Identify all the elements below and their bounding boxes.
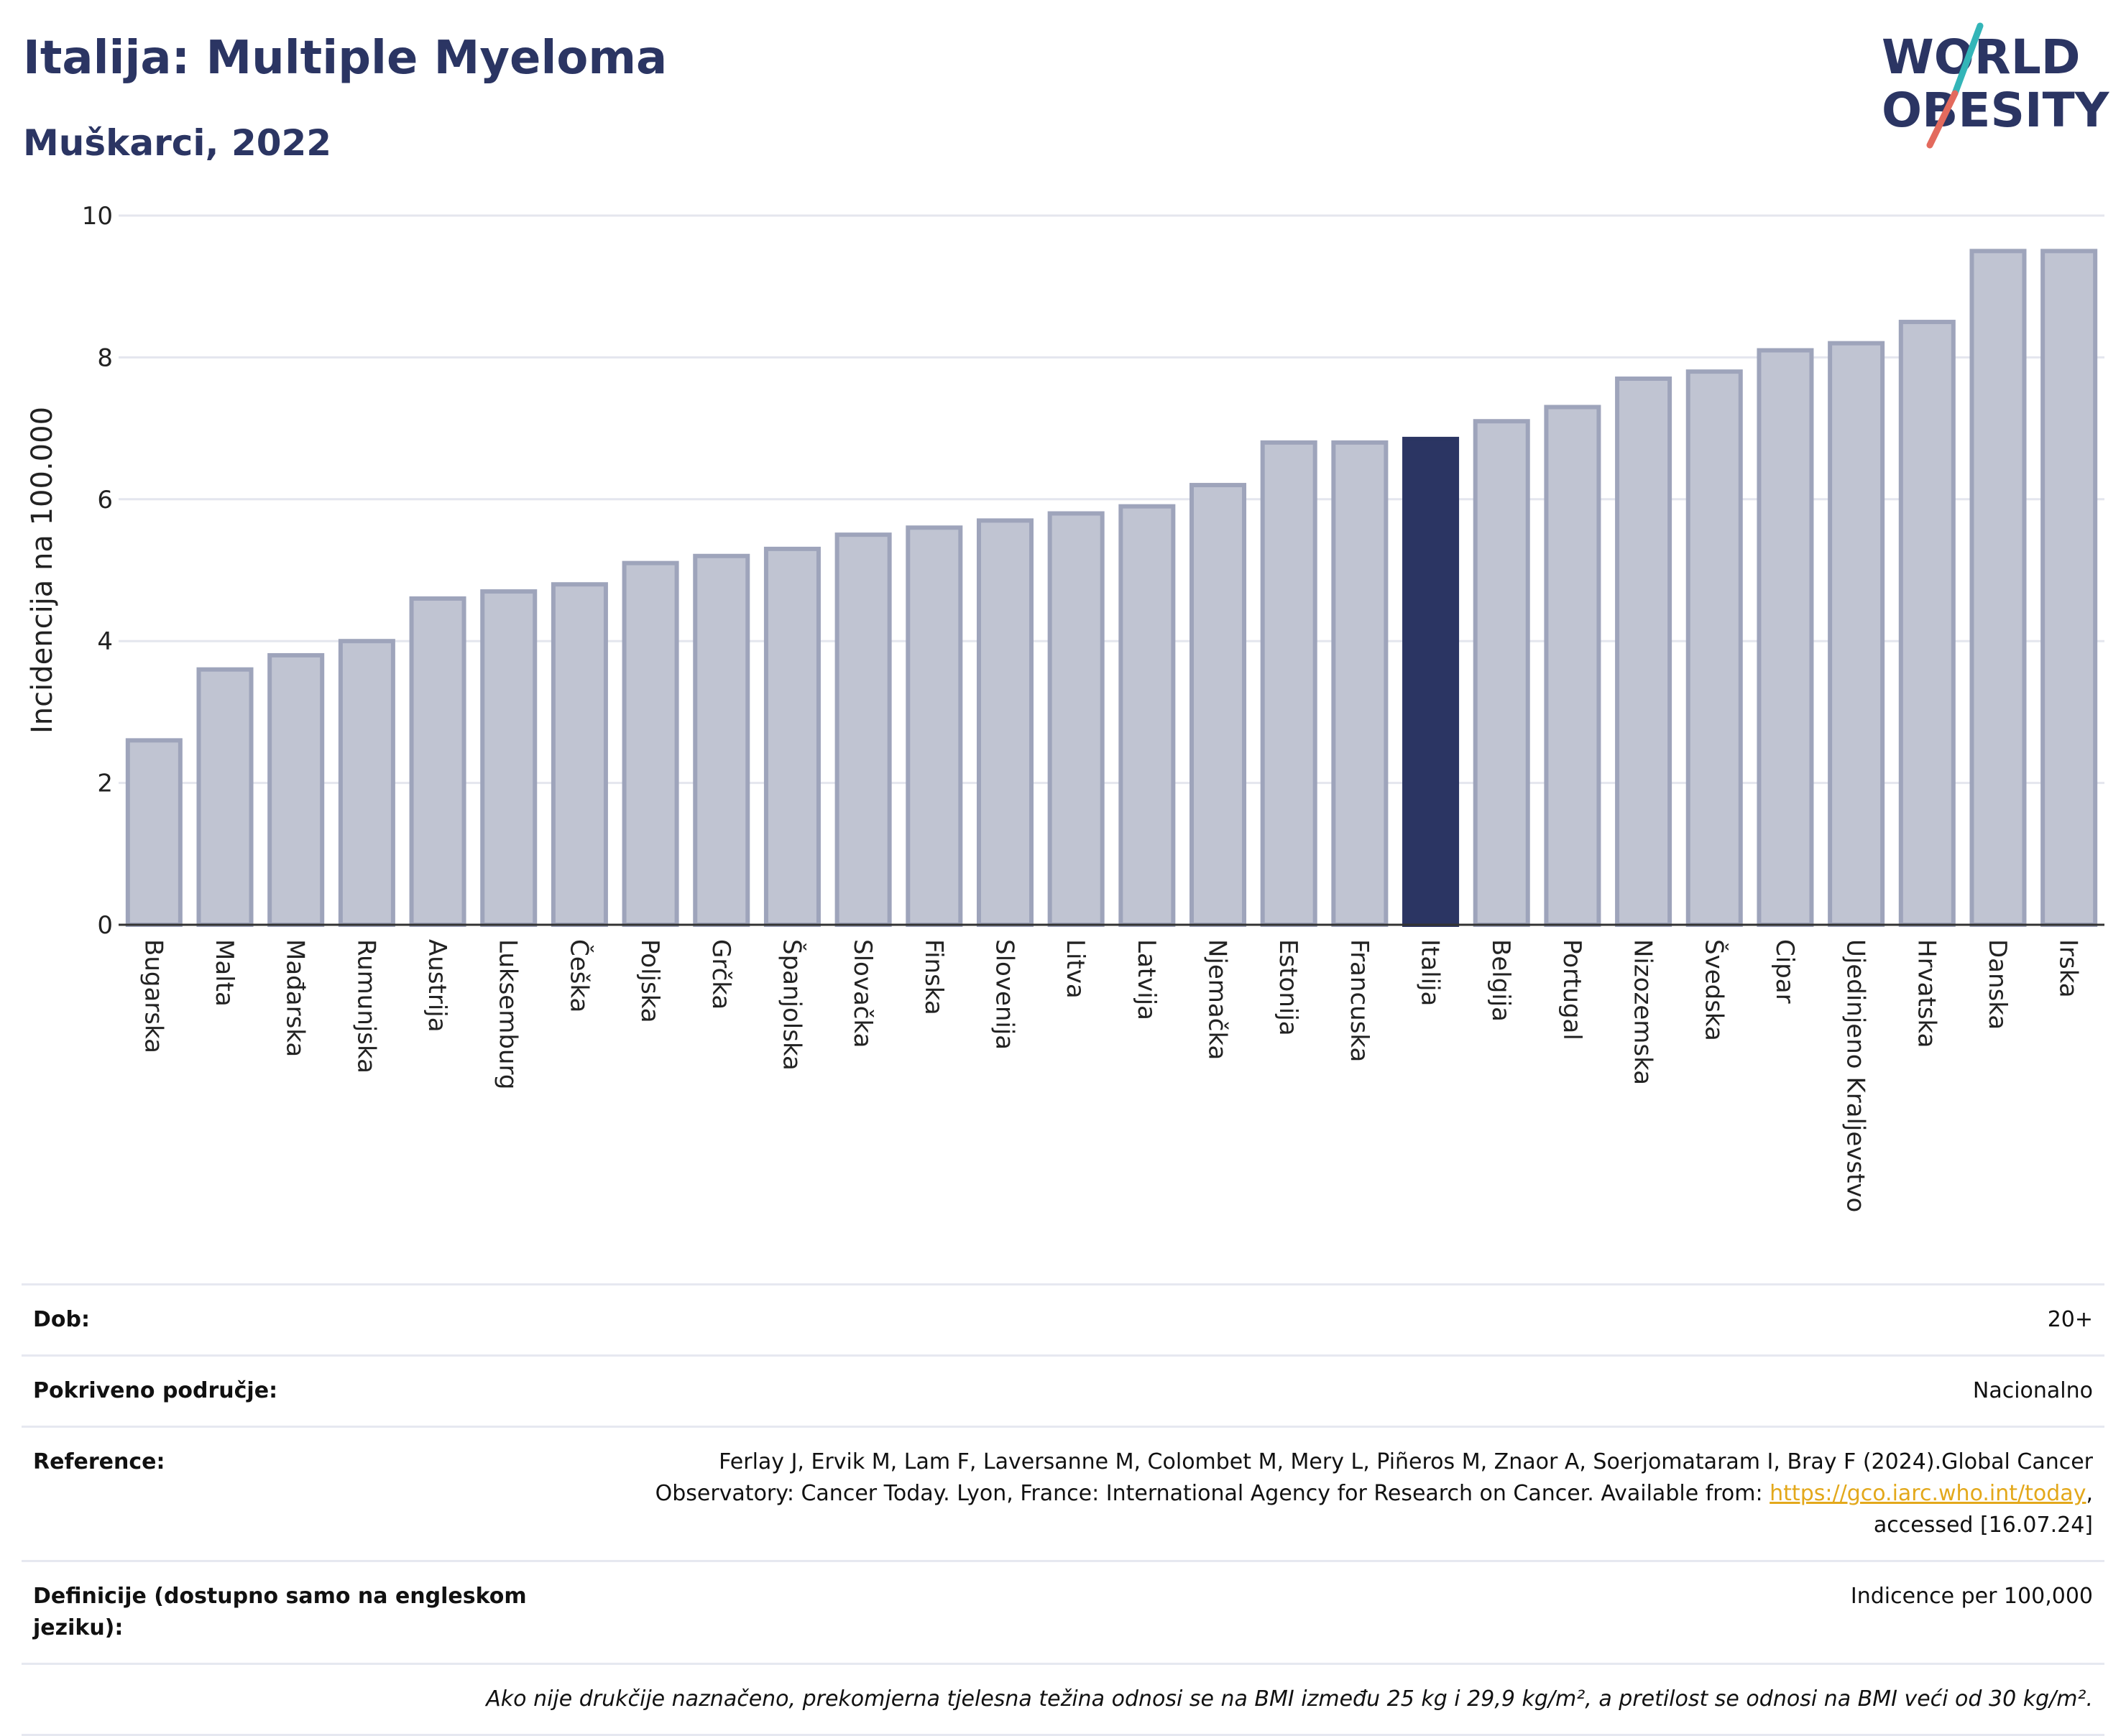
- logo-world-text: WORLD: [1882, 29, 2081, 85]
- info-row-age: Dob: 20+: [22, 1283, 2104, 1354]
- bar: [976, 518, 1034, 928]
- bar: [1189, 483, 1247, 927]
- page-subtitle: Muškarci, 2022: [23, 122, 332, 164]
- y-tick-label: 0: [97, 911, 113, 940]
- x-tick-label: Luksemburg: [494, 939, 523, 1089]
- age-value: 20+: [2047, 1307, 2093, 1332]
- bar: [1544, 405, 1601, 927]
- definitions-value: Indicence per 100,000: [1850, 1584, 2093, 1609]
- bar: [834, 532, 892, 927]
- x-tick-label: Bugarska: [139, 939, 167, 1053]
- x-tick-label: Estonija: [1274, 939, 1302, 1036]
- x-tick-label: Austrija: [423, 939, 451, 1033]
- x-tick-label: Belgija: [1486, 939, 1515, 1022]
- bar: [1473, 419, 1530, 928]
- y-tick-label: 2: [97, 770, 113, 798]
- area-label: Pokriveno područje:: [33, 1378, 278, 1403]
- logo-slash-coral: [1926, 90, 1959, 149]
- bar: [267, 652, 325, 927]
- x-tick-label: Nizozemska: [1629, 939, 1657, 1085]
- info-table: Dob: 20+ Pokriveno područje: Nacionalno …: [22, 1283, 2104, 1736]
- x-tick-label: Švedska: [1699, 939, 1729, 1041]
- reference-link[interactable]: https://gco.iarc.who.int/today: [1770, 1481, 2086, 1506]
- x-tick-label: Češka: [564, 939, 594, 1012]
- x-tick-label: Cipar: [1770, 939, 1799, 1004]
- x-tick-label: Portugal: [1557, 939, 1586, 1040]
- definitions-label: Definicije (dostupno samo na engleskom j…: [33, 1584, 527, 1640]
- bar: [906, 525, 963, 927]
- x-tick-label: Slovačka: [848, 939, 877, 1048]
- page-title: Italija: Multiple Myeloma: [23, 32, 668, 85]
- x-tick-label: Rumunjska: [351, 939, 380, 1074]
- age-label: Dob:: [33, 1307, 90, 1332]
- bmi-note: Ako nije drukčije naznačeno, prekomjerna…: [22, 1663, 2104, 1736]
- x-tick-label: Latvija: [1132, 939, 1161, 1020]
- x-tick-label: Francuska: [1345, 939, 1373, 1062]
- bar: [1402, 436, 1460, 927]
- bar: [693, 553, 750, 927]
- reference-text-4: accessed [16.07.24]: [1873, 1513, 2093, 1538]
- bar: [763, 546, 821, 927]
- x-tick-label: Danska: [1983, 939, 2012, 1030]
- bar: [1118, 504, 1176, 928]
- bar: [622, 560, 679, 927]
- x-tick-label: Malta: [210, 939, 239, 1007]
- y-tick-label: 4: [97, 627, 113, 656]
- x-tick-label: Ujedinjeno Kraljevstvo: [1841, 939, 1870, 1212]
- bar: [551, 582, 608, 927]
- logo-slash-teal: [1951, 22, 1984, 97]
- info-row-definitions: Definicije (dostupno samo na engleskom j…: [22, 1560, 2104, 1663]
- y-tick-label: 10: [82, 202, 113, 231]
- chart-area: 0 2 4 6 8 10 Incidencija na 100.000 Bugarska Mal…: [0, 180, 2126, 1272]
- bar: [1685, 369, 1743, 927]
- x-tick-label: Njemačka: [1203, 939, 1232, 1060]
- y-tick-label: 6: [97, 486, 113, 514]
- bar: [480, 589, 538, 927]
- logo-obesity-text: OBESITY: [1882, 83, 2110, 138]
- bar: [1898, 320, 1956, 928]
- x-tick-label: Irska: [2054, 939, 2083, 998]
- x-tick-label: Slovenija: [990, 939, 1018, 1050]
- y-tick-label: 8: [97, 343, 113, 372]
- bar: [1615, 377, 1672, 927]
- x-tick-label: Litva: [1061, 939, 1090, 999]
- bar: [196, 667, 254, 927]
- bar: [125, 738, 183, 927]
- bar: [1828, 341, 1885, 928]
- bar: [1331, 440, 1389, 927]
- world-obesity-logo: WORLD OBESITY: [1882, 22, 2110, 149]
- bar: [1969, 249, 2027, 928]
- x-tick-label: Hrvatska: [1912, 939, 1941, 1048]
- bar: [2040, 249, 2098, 928]
- info-row-reference: Reference: Ferlay J, Ervik M, Lam F, Lav…: [22, 1426, 2104, 1560]
- reference-text-2: Observatory: Cancer Today. Lyon, France:…: [655, 1481, 1763, 1506]
- bar: [409, 596, 466, 927]
- reference-text-3: ,: [2086, 1481, 2093, 1506]
- x-tick-label: Mađarska: [281, 939, 310, 1057]
- y-axis-label: Incidencija na 100.000: [26, 407, 59, 734]
- reference-text-1: Ferlay J, Ervik M, Lam F, Laversanne M, …: [719, 1449, 2093, 1474]
- x-tick-label: Poljska: [635, 939, 664, 1023]
- x-tick-label: Grčka: [707, 939, 735, 1010]
- bar: [338, 639, 395, 927]
- x-tick-label: Finska: [919, 939, 948, 1015]
- bar: [1047, 511, 1105, 928]
- reference-value: Ferlay J, Ervik M, Lam F, Laversanne M, …: [579, 1446, 2093, 1541]
- info-row-area: Pokriveno područje: Nacionalno: [22, 1354, 2104, 1426]
- bar: [1757, 348, 1814, 927]
- x-tick-label: Italija: [1416, 939, 1445, 1006]
- bar: [1260, 440, 1317, 927]
- x-tick-label: Španjolska: [777, 939, 806, 1071]
- area-value: Nacionalno: [1972, 1378, 2093, 1403]
- reference-label: Reference:: [33, 1449, 165, 1474]
- bar-chart: 0 2 4 6 8 10 Incidencija na 100.000 Bugarska Mal…: [26, 202, 2104, 1212]
